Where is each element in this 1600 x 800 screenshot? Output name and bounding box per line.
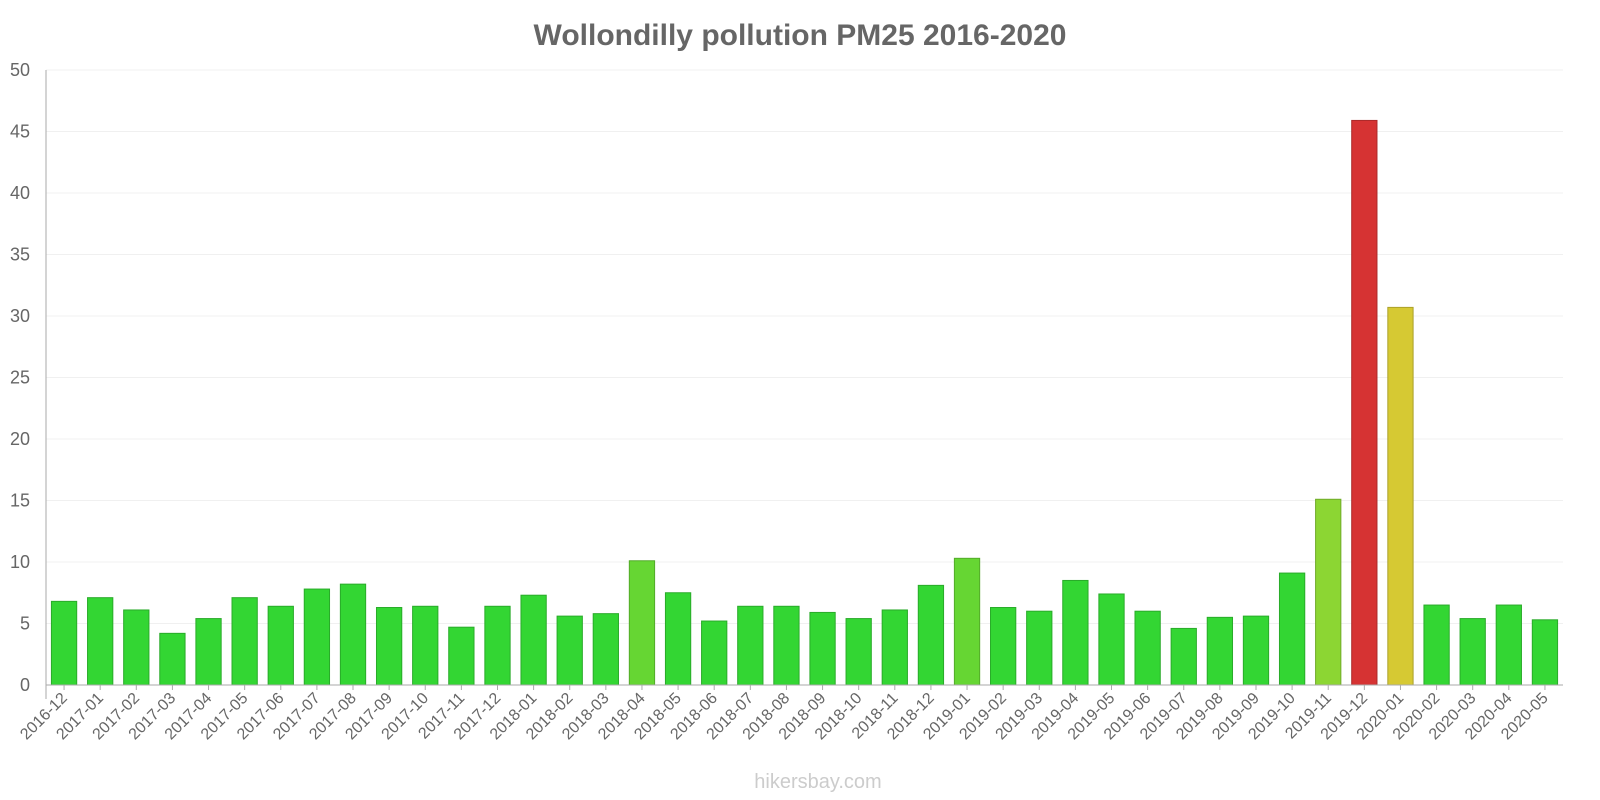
bar-2019-05 xyxy=(1098,593,1125,686)
y-tick-label: 0 xyxy=(20,675,30,695)
chart-title: Wollondilly pollution PM25 2016-2020 xyxy=(534,19,1067,52)
bar-2017-10 xyxy=(412,605,439,686)
y-tick-label: 50 xyxy=(10,60,30,80)
bar-2020-03 xyxy=(1459,618,1486,686)
y-tick-label: 35 xyxy=(10,245,30,265)
bar-2018-10 xyxy=(845,618,872,686)
bar-2017-03 xyxy=(159,632,186,686)
bar-2018-03 xyxy=(592,613,619,686)
bar-2017-04 xyxy=(195,618,222,686)
bar-2017-11 xyxy=(448,626,475,686)
bar-2019-11 xyxy=(1315,498,1342,686)
bar-2019-09 xyxy=(1242,615,1270,686)
bar-2017-05 xyxy=(231,597,258,686)
bar-2019-12 xyxy=(1351,119,1378,686)
y-tick-label: 20 xyxy=(10,429,30,449)
y-tick-label: 30 xyxy=(10,306,30,326)
bar-2017-06 xyxy=(267,605,294,686)
grid-lines xyxy=(46,69,1563,624)
y-tick-label: 40 xyxy=(10,183,30,203)
axes xyxy=(45,70,1563,699)
bar-2018-04 xyxy=(628,560,656,686)
y-tick-labels: 0 5 10 15 20 25 30 35 40 45 50 xyxy=(10,60,30,695)
site-credit: hikersbay.com xyxy=(754,771,881,793)
bar-2020-02 xyxy=(1423,604,1450,686)
bar-2017-07 xyxy=(303,588,331,686)
bar-2019-01 xyxy=(953,557,981,686)
y-tick-label: 45 xyxy=(10,122,30,142)
bar-2018-12 xyxy=(917,584,945,686)
y-tick-label: 25 xyxy=(10,368,30,388)
bar-2018-01 xyxy=(520,594,547,686)
bar-2018-08 xyxy=(773,605,800,686)
bar-2018-09 xyxy=(809,611,836,686)
bar-2019-04 xyxy=(1062,579,1089,686)
bar-2017-08 xyxy=(339,583,367,686)
bar-2019-02 xyxy=(990,607,1017,686)
bar-2019-10 xyxy=(1278,572,1306,686)
bar-2020-05 xyxy=(1531,619,1559,686)
bar-2018-05 xyxy=(664,592,692,686)
bar-2018-11 xyxy=(881,609,908,686)
y-tick-label: 5 xyxy=(20,614,30,634)
bar-2019-07 xyxy=(1170,627,1197,686)
y-tick-label: 15 xyxy=(10,491,30,511)
bar-2016-12 xyxy=(50,600,78,686)
bar-2017-09 xyxy=(375,607,403,686)
bar-2019-03 xyxy=(1026,610,1053,686)
bar-2017-02 xyxy=(123,609,150,686)
bar-2020-01 xyxy=(1387,306,1414,686)
bar-2019-08 xyxy=(1206,616,1234,686)
bars xyxy=(50,119,1559,686)
bar-2020-04 xyxy=(1495,604,1522,686)
bar-2017-12 xyxy=(484,605,511,686)
bar-2018-07 xyxy=(737,605,764,686)
bar-2018-06 xyxy=(701,620,728,686)
bar-2017-01 xyxy=(87,597,114,686)
y-tick-label: 10 xyxy=(10,552,30,572)
bar-2019-06 xyxy=(1134,610,1161,686)
bar-2018-02 xyxy=(556,615,583,686)
x-tick-labels: 2016-122017-012017-022017-032017-042017-… xyxy=(17,690,1551,744)
